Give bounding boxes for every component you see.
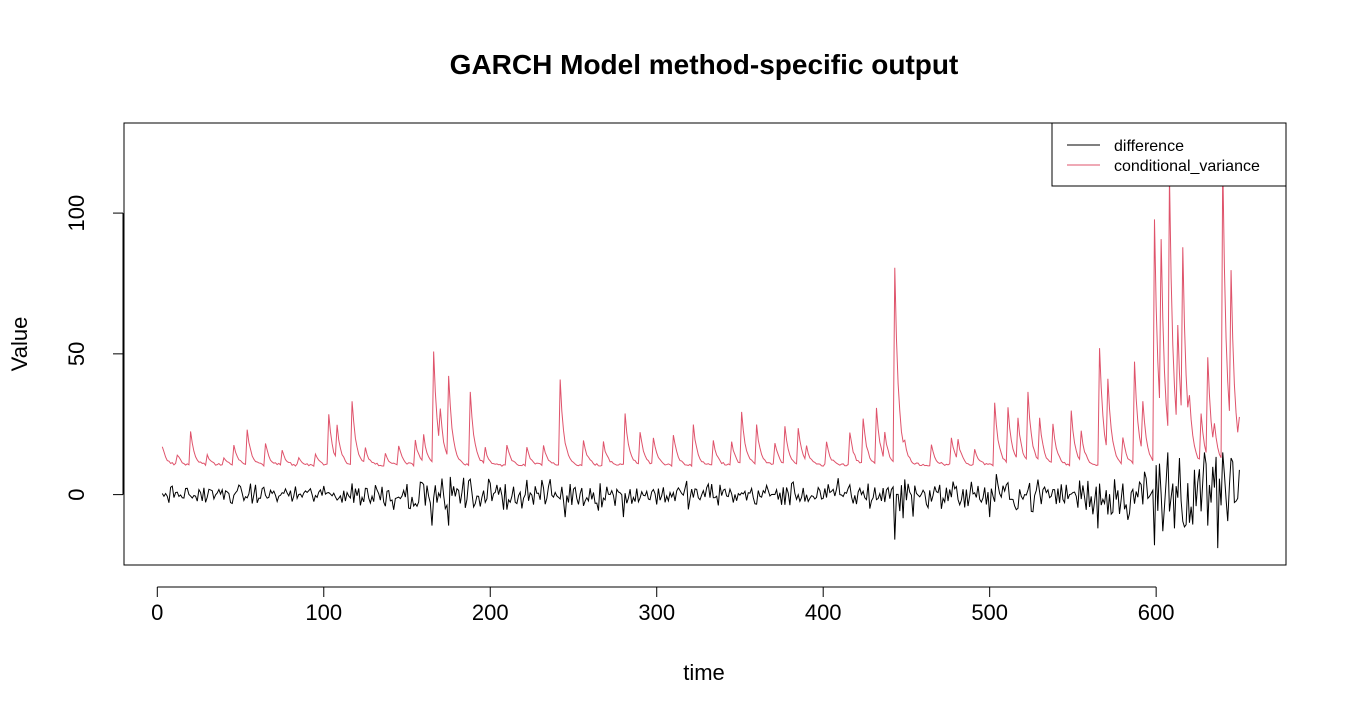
y-tick-label: 100 [64, 195, 89, 232]
chart-title: GARCH Model method-specific output [450, 49, 959, 80]
legend-box [1051, 122, 1287, 187]
x-tick-label: 500 [971, 600, 1008, 625]
legend: difference conditional_variance [1051, 122, 1287, 187]
series-line-conditional-variance [161, 161, 1240, 468]
x-tick-label: 600 [1138, 600, 1175, 625]
x-tick-label: 0 [151, 600, 163, 625]
x-tick-label: 100 [305, 600, 342, 625]
y-axis: 0 50 100 [64, 195, 124, 501]
plot-frame [123, 122, 1287, 566]
x-tick-label: 300 [638, 600, 675, 625]
series-line-difference [161, 452, 1240, 549]
x-axis-label: time [683, 660, 725, 685]
y-tick-label: 50 [64, 342, 89, 366]
series-layer [161, 161, 1240, 549]
y-tick-label: 0 [64, 488, 89, 500]
x-tick-label: 200 [472, 600, 509, 625]
x-tick-label: 400 [805, 600, 842, 625]
legend-label-conditional-variance: conditional_variance [1114, 158, 1260, 175]
y-axis-label: Value [7, 317, 32, 372]
legend-label-difference: difference [1114, 138, 1184, 155]
x-axis: 0 100 200 300 400 500 600 [151, 586, 1175, 625]
